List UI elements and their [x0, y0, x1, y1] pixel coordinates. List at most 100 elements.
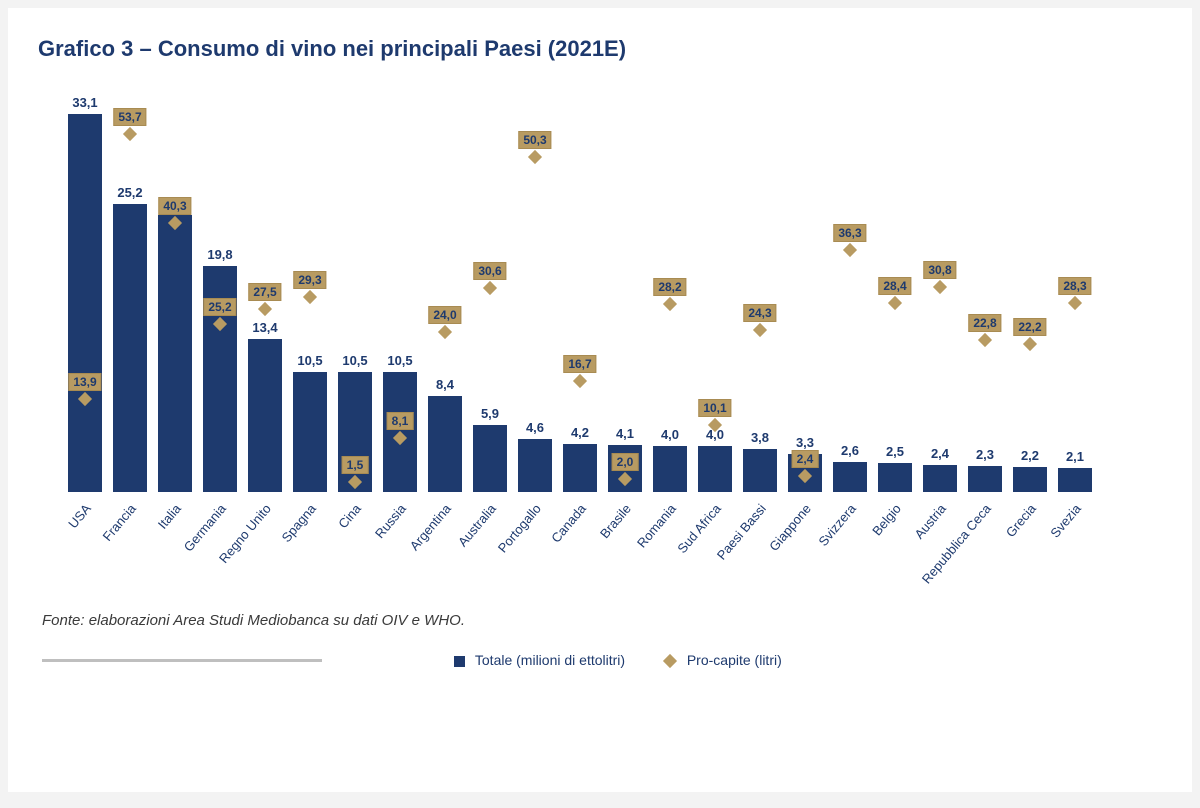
pc-value-label: 30,8 [923, 261, 956, 279]
bar [563, 444, 597, 492]
bar [878, 463, 912, 492]
x-category-label: Australia [455, 498, 502, 549]
pc-value-label: 2,0 [612, 453, 639, 471]
diamond-marker-icon [1068, 296, 1082, 310]
chart-title: Grafico 3 – Consumo di vino nei principa… [38, 36, 1162, 62]
x-category-label: Canada [548, 498, 591, 546]
diamond-marker-icon [303, 290, 317, 304]
bar-slot: 4,216,7 [563, 92, 597, 492]
legend-bar-label: Totale (milioni di ettolitri) [475, 652, 625, 668]
diamond-marker-icon [978, 333, 992, 347]
pc-value-label: 22,2 [1013, 318, 1046, 336]
bar-slot: 8,424,0 [428, 92, 462, 492]
x-axis-labels: USAFranciaItaliaGermaniaRegno UnitoSpagn… [68, 492, 1168, 572]
diamond-marker-icon [1023, 337, 1037, 351]
bar-value-label: 2,1 [1045, 449, 1105, 464]
x-category-label: Svezia [1047, 498, 1086, 541]
pc-value-label: 29,3 [293, 271, 326, 289]
x-category-label: USA [65, 498, 96, 531]
diamond-marker-icon [438, 325, 452, 339]
pc-value-label: 28,4 [878, 277, 911, 295]
bar-value-label: 8,4 [415, 377, 475, 392]
diamond-marker-icon [528, 150, 542, 164]
diamond-marker-icon [933, 280, 947, 294]
bar [923, 465, 957, 492]
legend-bar: Totale (milioni di ettolitri) [454, 652, 625, 668]
pc-value-label: 13,9 [68, 373, 101, 391]
bar-slot: 10,51,5 [338, 92, 372, 492]
bar-slot: 24,240,3 [158, 92, 192, 492]
legend-diamond-label: Pro-capite (litri) [687, 652, 782, 668]
pc-value-label: 16,7 [563, 355, 596, 373]
x-category-label: Belgio [869, 498, 906, 538]
bar-slot: 4,12,0 [608, 92, 642, 492]
bar [833, 462, 867, 492]
x-category-label: Russia [372, 498, 412, 541]
bar [293, 372, 327, 492]
bar [68, 114, 102, 492]
bar-value-label: 33,1 [55, 95, 115, 110]
x-category-label: Giappone [766, 498, 816, 554]
bar-slot: 4,010,1 [698, 92, 732, 492]
bar-slot: 2,322,8 [968, 92, 1002, 492]
bar [113, 204, 147, 492]
pc-value-label: 30,6 [473, 262, 506, 280]
bar [743, 449, 777, 492]
diamond-marker-icon [573, 374, 587, 388]
x-category-label: Argentina [407, 498, 457, 553]
bar-slot: 2,128,3 [1058, 92, 1092, 492]
bar-slot: 4,650,3 [518, 92, 552, 492]
pc-value-label: 28,2 [653, 278, 686, 296]
bar-value-label: 10,5 [370, 353, 430, 368]
pc-value-label: 53,7 [113, 108, 146, 126]
pc-value-label: 8,1 [387, 412, 414, 430]
bar-slot: 2,222,2 [1013, 92, 1047, 492]
bar [1013, 467, 1047, 492]
legend: Totale (milioni di ettolitri) Pro-capite… [68, 652, 1168, 668]
diamond-icon [663, 654, 677, 668]
pc-value-label: 1,5 [342, 456, 369, 474]
bar [158, 215, 192, 492]
x-category-label: Svizzera [815, 498, 861, 549]
diamond-marker-icon [843, 243, 857, 257]
bar-slot: 2,528,4 [878, 92, 912, 492]
pc-value-label: 28,3 [1058, 277, 1091, 295]
legend-diamond: Pro-capite (litri) [665, 652, 782, 668]
pc-value-label: 24,3 [743, 304, 776, 322]
page: Grafico 3 – Consumo di vino nei principa… [8, 8, 1192, 792]
bar-slot: 2,636,3 [833, 92, 867, 492]
bar-value-label: 13,4 [235, 320, 295, 335]
source-text: Fonte: elaborazioni Area Studi Mediobanc… [42, 612, 1162, 629]
pc-value-label: 10,1 [698, 399, 731, 417]
chart-container: 33,113,925,253,724,240,319,825,213,427,5… [68, 92, 1168, 572]
bar [698, 446, 732, 492]
bar-slot: 10,529,3 [293, 92, 327, 492]
bar-slot: 2,430,8 [923, 92, 957, 492]
diamond-marker-icon [888, 296, 902, 310]
diamond-marker-icon [753, 323, 767, 337]
x-category-label: Portogallo [495, 498, 547, 556]
bar [518, 439, 552, 492]
bar-value-label: 19,8 [190, 247, 250, 262]
square-icon [454, 656, 465, 667]
diamond-marker-icon [483, 281, 497, 295]
pc-value-label: 22,8 [968, 314, 1001, 332]
diamond-marker-icon [123, 127, 137, 141]
bar-slot: 3,824,3 [743, 92, 777, 492]
x-category-label: Italia [155, 498, 187, 532]
pc-value-label: 27,5 [248, 283, 281, 301]
bar-slot: 10,58,1 [383, 92, 417, 492]
pc-value-label: 2,4 [792, 450, 819, 468]
x-category-label: Romania [634, 498, 682, 551]
bar-slot: 3,32,4 [788, 92, 822, 492]
x-category-label: Brasile [597, 498, 637, 541]
pc-value-label: 40,3 [158, 197, 191, 215]
pc-value-label: 25,2 [203, 298, 236, 316]
bar-slot: 25,253,7 [113, 92, 147, 492]
bar-slot: 5,930,6 [473, 92, 507, 492]
pc-value-label: 36,3 [833, 224, 866, 242]
bar [473, 425, 507, 492]
bar [248, 339, 282, 492]
bar-slot: 4,028,2 [653, 92, 687, 492]
pc-value-label: 24,0 [428, 306, 461, 324]
